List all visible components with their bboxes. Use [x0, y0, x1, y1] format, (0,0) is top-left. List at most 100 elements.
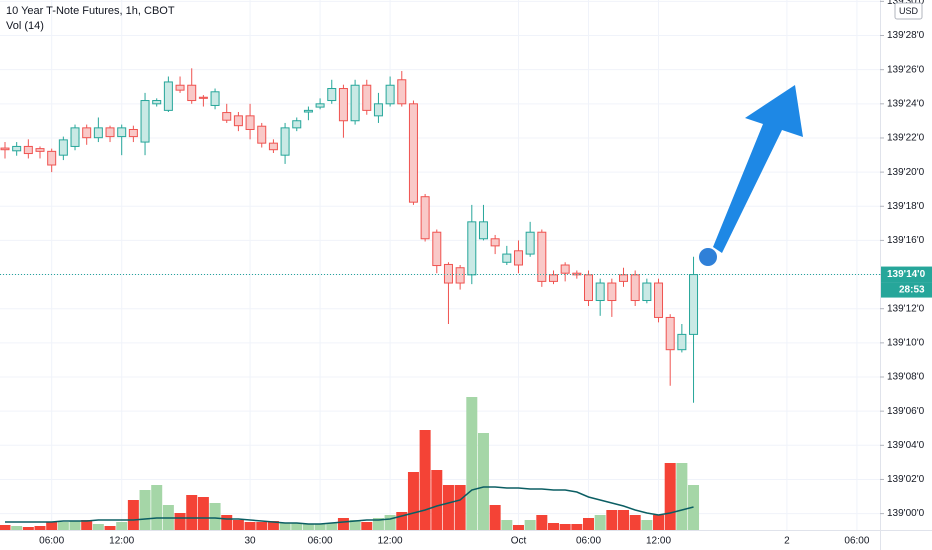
volume-bar [209, 503, 221, 530]
y-tick-label: 139'06'0 [887, 406, 925, 417]
x-tick-label: Oct [511, 536, 527, 547]
x-tick-label: 2 [784, 536, 790, 547]
y-tick-label: 139'12'0 [887, 303, 925, 314]
y-tick-label: 139'00'0 [887, 508, 925, 519]
candle-body [630, 274, 640, 302]
volume-bar [571, 524, 583, 530]
candles [0, 68, 699, 403]
candle-body [222, 112, 232, 121]
candle-body [595, 282, 605, 302]
volume-bar [139, 490, 151, 530]
candle-body [525, 231, 535, 255]
candle-body [140, 100, 150, 143]
candle-body [548, 274, 558, 282]
volume-bar [326, 523, 338, 530]
candle-body [35, 148, 45, 152]
candle-body [455, 267, 465, 284]
volume-bar [641, 520, 653, 530]
candle-body [0, 147, 10, 151]
candle-body [665, 316, 675, 351]
chart-title: 10 Year T-Note Futures, 1h, CBOT [6, 5, 175, 17]
volume-bar [419, 430, 431, 530]
time-axis: 06:00 12:00 30 06:00 12:00 Oct 06:00 12:00 2 06:0… [39, 536, 870, 547]
countdown-label: 28:53 [899, 285, 925, 296]
candle-body [233, 115, 243, 127]
volume-bar [127, 500, 139, 530]
y-tick-label: 139'18'0 [887, 201, 925, 212]
candle-body [105, 127, 115, 138]
candle-body [268, 142, 278, 151]
volume-bar [676, 463, 688, 530]
volume-bar [116, 522, 128, 530]
volume-bar [104, 526, 116, 530]
volume-bar [57, 522, 69, 530]
x-tick-label: 12:00 [378, 536, 403, 547]
candle-body [350, 84, 360, 122]
candle-body [23, 145, 33, 155]
volume-bar [396, 512, 408, 530]
volume-bar [477, 433, 489, 530]
candle-body [537, 231, 547, 282]
volume-bar [559, 524, 571, 530]
candle-body [443, 263, 453, 284]
candle-body [408, 103, 418, 203]
candle-body [478, 221, 488, 240]
volume-bar [512, 525, 524, 530]
candle-body [373, 103, 383, 117]
volume-ma-line [5, 486, 694, 525]
candle-body [689, 274, 699, 335]
volume-bar [151, 485, 163, 530]
candle-body [420, 196, 430, 240]
volume-bar [524, 520, 536, 530]
volume-bar [349, 520, 361, 530]
candle-body [152, 100, 162, 105]
volume-bar [407, 472, 419, 530]
y-tick-label: 139'22'0 [887, 133, 925, 144]
candle-body [303, 109, 313, 113]
candle-body [513, 250, 523, 266]
candle-body [432, 231, 442, 267]
volume-bar [46, 522, 58, 530]
volume-bar [279, 523, 291, 530]
y-tick-label: 139'20'0 [887, 167, 925, 178]
volume-bar [547, 523, 559, 530]
currency-label: USD [899, 6, 919, 16]
candle-body [175, 84, 185, 91]
candle-body [12, 145, 22, 152]
volume-bar [22, 527, 34, 530]
candle-body [280, 127, 290, 156]
volume-bar [489, 505, 501, 530]
indicator-label: Vol (14) [6, 20, 44, 32]
x-tick-label: 06:00 [39, 536, 64, 547]
volume-bar [11, 526, 23, 530]
candle-body [397, 79, 407, 105]
volume-bar [244, 522, 256, 530]
volume-bar [291, 523, 303, 530]
volume-bar [81, 520, 93, 530]
y-tick-label: 139'08'0 [887, 372, 925, 383]
y-tick-label: 139'26'0 [887, 64, 925, 75]
volume-bar [302, 524, 314, 530]
volume-bar [69, 521, 81, 530]
currency-box [894, 2, 923, 20]
candle-body [257, 125, 267, 144]
y-tick-label: 139'10'0 [887, 338, 925, 349]
countdown-box [881, 282, 932, 298]
candle-body [490, 238, 500, 247]
x-tick-label: 06:00 [844, 536, 869, 547]
y-tick-label: 139'16'0 [887, 235, 925, 246]
candle-body [47, 150, 57, 166]
volume-bar [442, 485, 454, 530]
annotation-arrow [713, 85, 803, 253]
volume-bar [629, 515, 641, 530]
y-tick-label: 139'28'0 [887, 30, 925, 41]
x-tick-label: 30 [245, 536, 257, 547]
candle-body [619, 274, 629, 282]
x-tick-label: 06:00 [308, 536, 333, 547]
volume-bar [594, 515, 606, 530]
volume-bar [337, 518, 349, 530]
volume-bar [267, 521, 279, 530]
volume-bar [372, 518, 384, 530]
candle-body [245, 115, 255, 130]
